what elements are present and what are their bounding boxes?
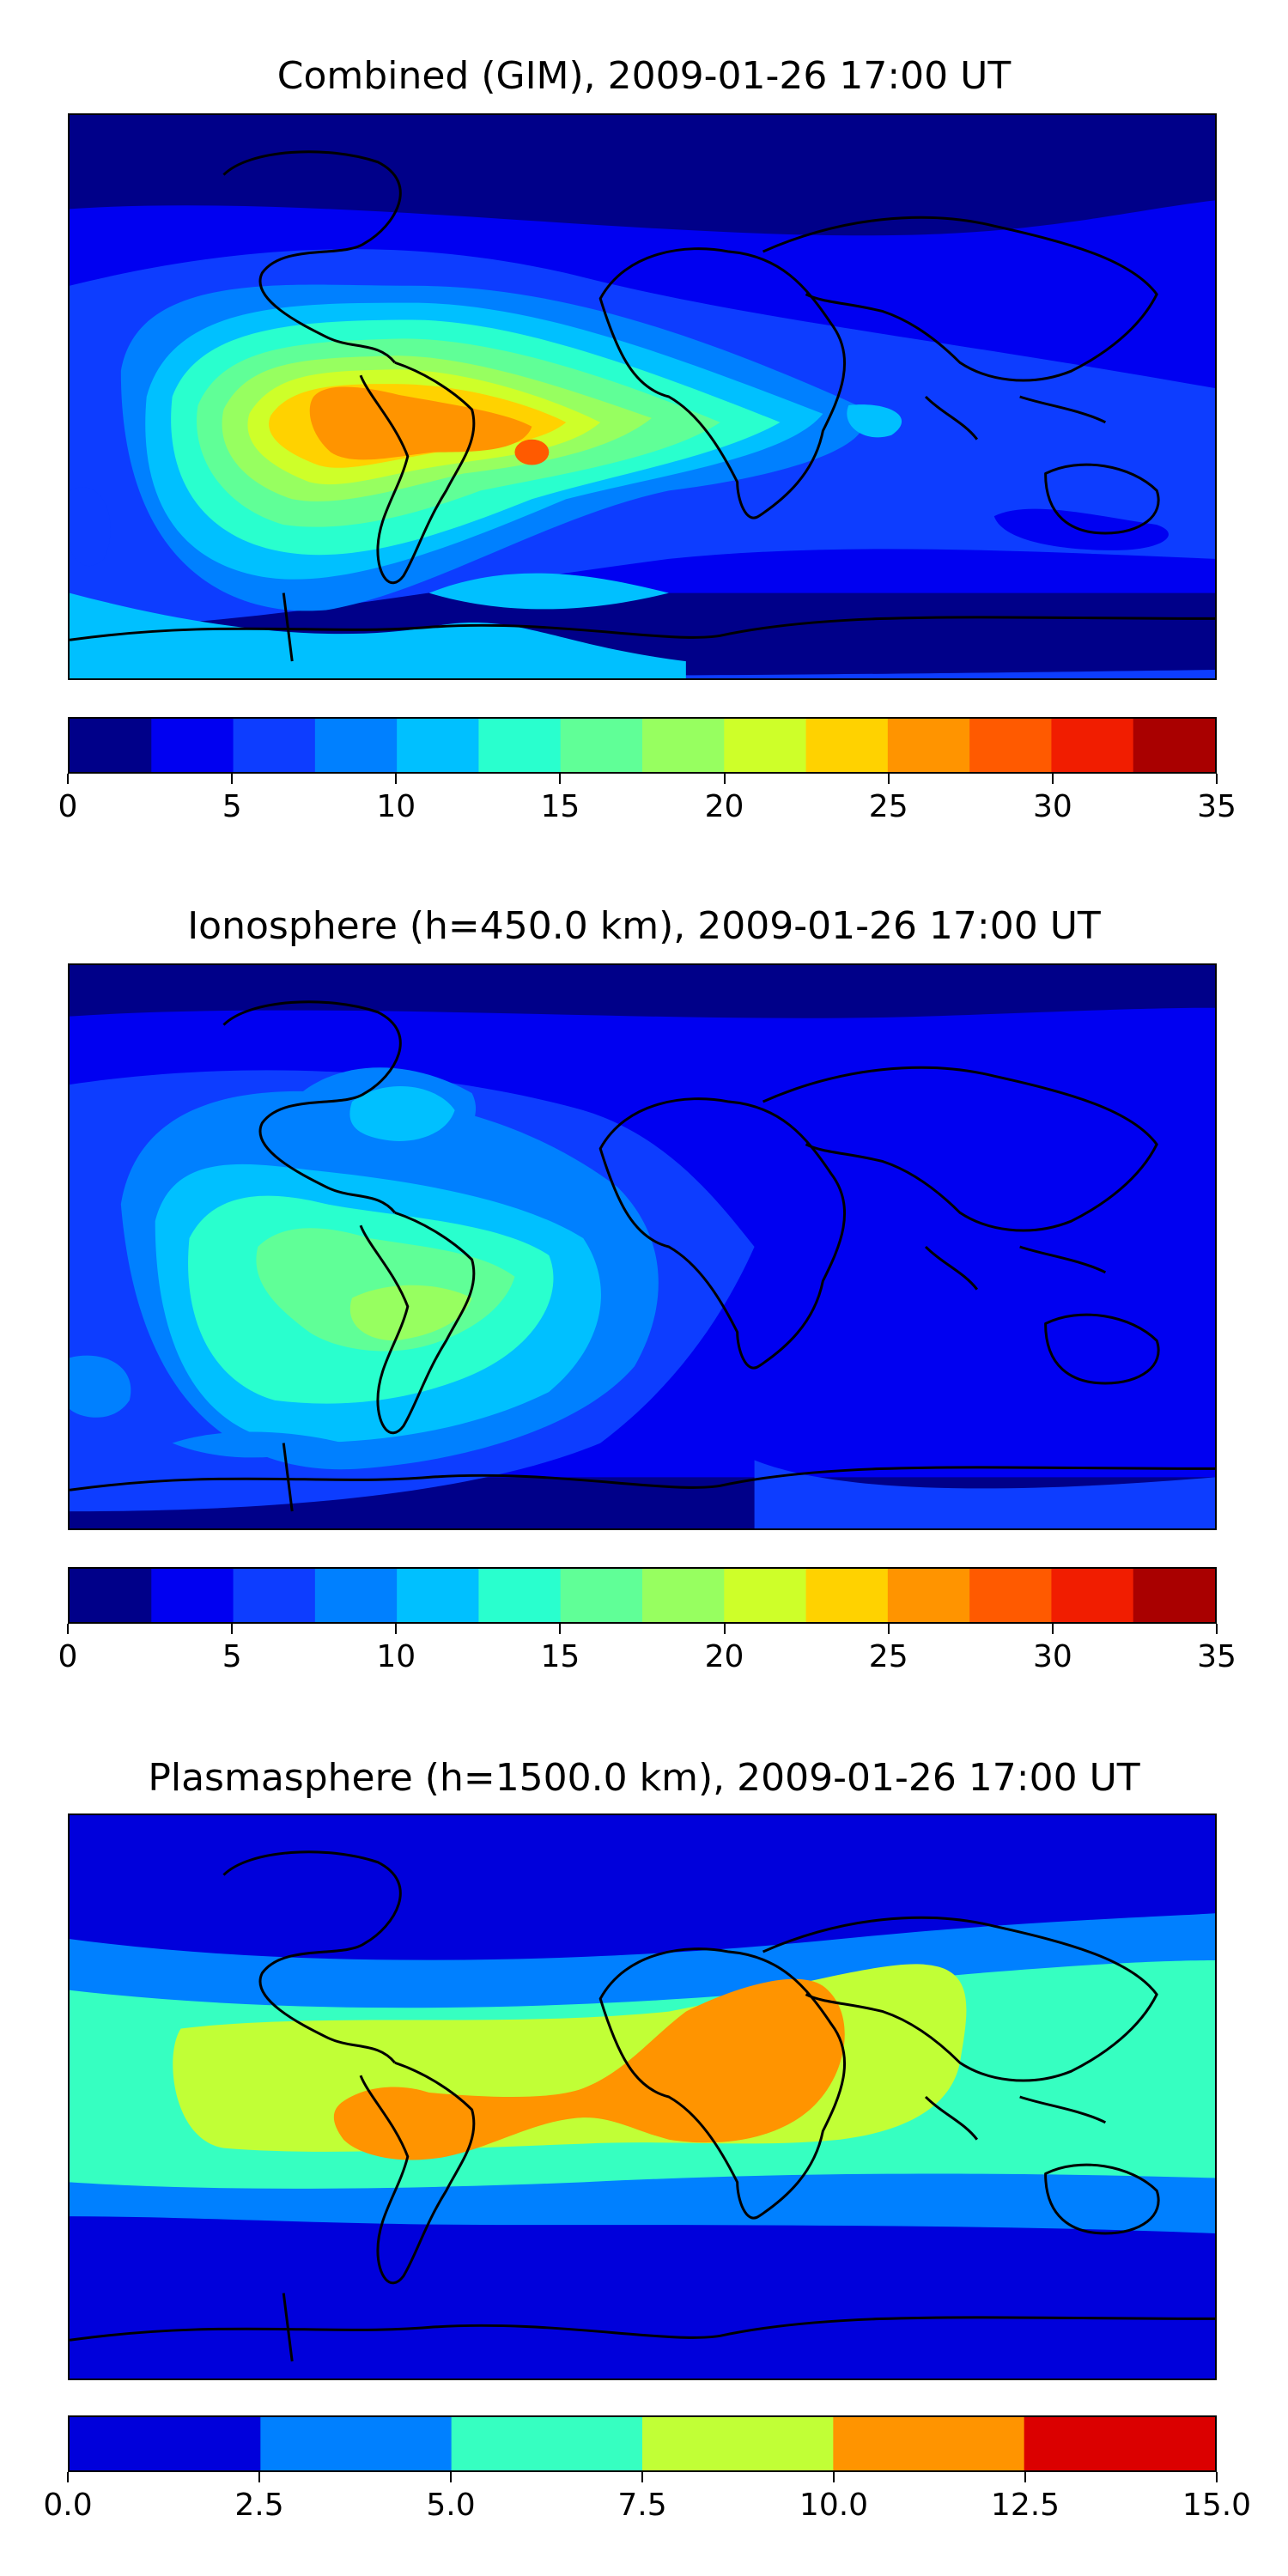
colorbar-tick bbox=[1051, 774, 1054, 784]
colorbar-tick bbox=[1024, 2472, 1026, 2482]
colorbar-swatch bbox=[1133, 1569, 1215, 1622]
colorbar-swatch bbox=[314, 719, 398, 772]
colorbar-tick-label: 25 bbox=[868, 1639, 908, 1674]
colorbar-swatch bbox=[397, 1569, 480, 1622]
colorbar-swatch bbox=[642, 1569, 725, 1622]
colorbar-tick-label: 0.0 bbox=[43, 2488, 93, 2523]
colorbar-swatch bbox=[70, 719, 152, 772]
colorbar-tick-label: 20 bbox=[704, 1639, 744, 1674]
colorbar-tick-label: 30 bbox=[1032, 1639, 1072, 1674]
colorbar-swatch bbox=[560, 719, 643, 772]
map-plasmasphere bbox=[68, 1814, 1217, 2380]
colorbar-swatch bbox=[397, 719, 480, 772]
colorbar-tick bbox=[559, 1624, 562, 1634]
colorbar-tick bbox=[231, 1624, 234, 1634]
colorbar-tick bbox=[395, 1624, 398, 1634]
colorbar-tick-label: 15 bbox=[540, 1639, 580, 1674]
colorbar-swatch bbox=[724, 719, 807, 772]
colorbar-swatch bbox=[1051, 1569, 1134, 1622]
colorbar-ticks-combined: 0 5 10 15 20 25 30 35 bbox=[58, 774, 1236, 825]
colorbar-tick bbox=[723, 774, 726, 784]
colorbar-swatch bbox=[887, 719, 970, 772]
colorbar-swatch bbox=[478, 719, 562, 772]
colorbar-tick-label: 10.0 bbox=[799, 2488, 869, 2523]
colorbar-tick bbox=[723, 1624, 726, 1634]
colorbar-tick-label: 15.0 bbox=[1182, 2488, 1252, 2523]
colorbar-tick bbox=[833, 2472, 835, 2482]
colorbar-swatch bbox=[233, 1569, 316, 1622]
colorbar-swatch bbox=[70, 1569, 152, 1622]
colorbar-swatch bbox=[805, 1569, 889, 1622]
colorbar-swatch bbox=[969, 1569, 1053, 1622]
colorbar-tick-label: 30 bbox=[1032, 789, 1072, 824]
colorbar-plasmasphere bbox=[68, 2415, 1217, 2472]
colorbar-swatch bbox=[724, 1569, 807, 1622]
colorbar-tick bbox=[887, 774, 890, 784]
colorbar-tick bbox=[1216, 2472, 1218, 2482]
colorbar-tick bbox=[231, 774, 234, 784]
colorbar-tick bbox=[258, 2472, 260, 2482]
colorbar-swatch bbox=[70, 2417, 261, 2470]
colorbar-tick-label: 5 bbox=[222, 1639, 242, 1674]
colorbar-swatch bbox=[560, 1569, 643, 1622]
colorbar-swatch bbox=[1133, 719, 1215, 772]
colorbar-tick-label: 0 bbox=[58, 1639, 78, 1674]
colorbar-tick bbox=[559, 774, 562, 784]
colorbar-swatch bbox=[887, 1569, 970, 1622]
colorbar-swatch bbox=[805, 719, 889, 772]
colorbar-tick bbox=[395, 774, 398, 784]
colorbar-tick-label: 0 bbox=[58, 789, 78, 824]
colorbar-swatch bbox=[1051, 719, 1134, 772]
map-ionosphere bbox=[68, 963, 1217, 1530]
colorbar-tick-label: 10 bbox=[376, 1639, 416, 1674]
colorbar-tick bbox=[1216, 1624, 1218, 1634]
colorbar-tick-label: 5 bbox=[222, 789, 242, 824]
colorbar-ticks-plasmasphere: 0.0 2.5 5.0 7.5 10.0 12.5 15.0 bbox=[43, 2472, 1251, 2524]
colorbar-tick-label: 7.5 bbox=[617, 2488, 667, 2523]
colorbar-combined bbox=[68, 717, 1217, 774]
colorbar-tick bbox=[1216, 774, 1218, 784]
colorbar-tick-label: 35 bbox=[1197, 789, 1236, 824]
colorbar-swatch bbox=[260, 2417, 453, 2470]
colorbar-tick bbox=[887, 1624, 890, 1634]
colorbar-ionosphere bbox=[68, 1567, 1217, 1624]
colorbar-ticks-ionosphere: 0 5 10 15 20 25 30 35 bbox=[58, 1624, 1236, 1675]
colorbar-swatch bbox=[314, 1569, 398, 1622]
colorbar-tick bbox=[67, 774, 69, 784]
colorbar-tick-label: 35 bbox=[1197, 1639, 1236, 1674]
panel-title-plasmasphere: Plasmasphere (h=1500.0 km), 2009-01-26 1… bbox=[148, 1756, 1140, 1800]
colorbar-tick bbox=[1051, 1624, 1054, 1634]
colorbar-swatch bbox=[642, 2417, 834, 2470]
colorbar-swatch bbox=[969, 719, 1053, 772]
colorbar-swatch bbox=[833, 2417, 1025, 2470]
colorbar-swatch bbox=[1024, 2417, 1215, 2470]
colorbar-swatch bbox=[642, 719, 725, 772]
colorbar-tick-label: 12.5 bbox=[990, 2488, 1060, 2523]
colorbar-swatch bbox=[151, 719, 234, 772]
colorbar-tick-label: 5.0 bbox=[426, 2488, 476, 2523]
panel-title-combined: Combined (GIM), 2009-01-26 17:00 UT bbox=[276, 54, 1012, 98]
map-combined-gim bbox=[68, 113, 1217, 680]
colorbar-tick-label: 25 bbox=[868, 789, 908, 824]
colorbar-swatch bbox=[151, 1569, 234, 1622]
colorbar-tick-label: 2.5 bbox=[234, 2488, 284, 2523]
colorbar-tick-label: 20 bbox=[704, 789, 744, 824]
colorbar-tick-label: 15 bbox=[540, 789, 580, 824]
colorbar-tick bbox=[641, 2472, 643, 2482]
colorbar-swatch bbox=[451, 2417, 643, 2470]
colorbar-swatch bbox=[478, 1569, 562, 1622]
colorbar-swatch bbox=[233, 719, 316, 772]
colorbar-tick bbox=[450, 2472, 452, 2482]
colorbar-tick-label: 10 bbox=[376, 789, 416, 824]
colorbar-tick bbox=[67, 1624, 69, 1634]
panel-title-ionosphere: Ionosphere (h=450.0 km), 2009-01-26 17:0… bbox=[187, 904, 1101, 948]
colorbar-tick bbox=[67, 2472, 69, 2482]
